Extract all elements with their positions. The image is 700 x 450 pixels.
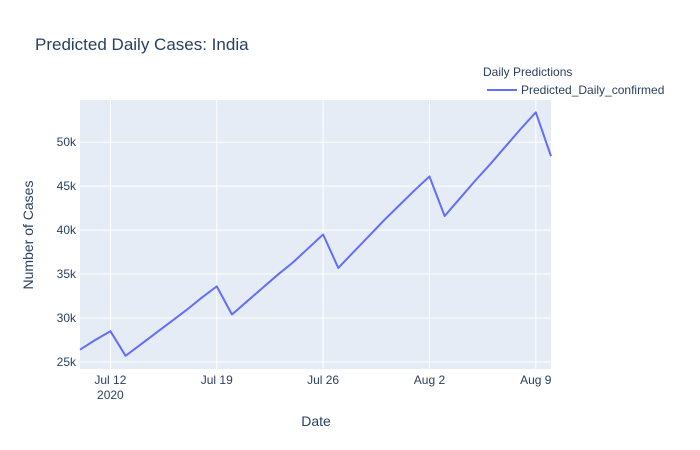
x-tick-label: Aug 2: [414, 373, 446, 387]
y-tick-label: 40k: [57, 223, 77, 237]
y-tick-label: 50k: [57, 135, 77, 149]
y-tick-label: 45k: [57, 179, 77, 193]
data-line: [79, 111, 552, 357]
x-axis-title: Date: [301, 413, 331, 429]
x-tick-label: Aug 9: [520, 373, 552, 387]
x-tick-label: Jul 12: [94, 373, 126, 387]
x-tick-label: Jul 26: [307, 373, 339, 387]
legend-title: Daily Predictions: [483, 65, 572, 79]
y-tick-label: 30k: [57, 311, 77, 325]
plot-area: [80, 100, 551, 369]
y-tick-label: 35k: [57, 267, 77, 281]
x-tick-label: Jul 19: [201, 373, 233, 387]
legend-label: Predicted_Daily_confirmed: [521, 83, 664, 97]
y-tick-label: 25k: [57, 355, 77, 369]
x-tick-year: 2020: [97, 388, 124, 402]
y-axis-title: Number of Cases: [20, 181, 36, 290]
chart-title: Predicted Daily Cases: India: [35, 35, 249, 54]
